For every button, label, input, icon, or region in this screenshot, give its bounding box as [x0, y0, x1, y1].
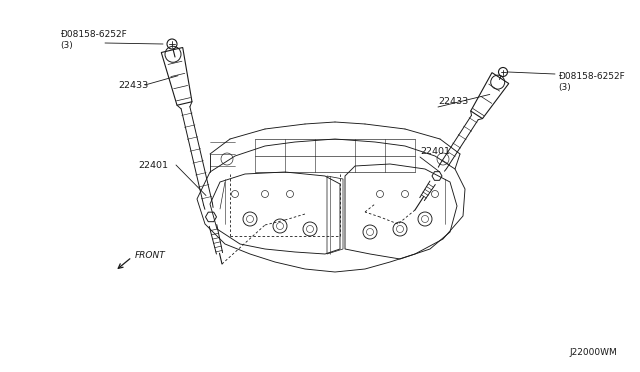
Text: FRONT: FRONT — [135, 250, 166, 260]
Text: Ð08158-6252F
(3): Ð08158-6252F (3) — [558, 72, 625, 92]
Text: Ð08158-6252F
(3): Ð08158-6252F (3) — [60, 30, 127, 50]
Text: 22433: 22433 — [118, 80, 148, 90]
Text: 22401: 22401 — [420, 148, 450, 157]
Text: 22401: 22401 — [138, 160, 168, 170]
Text: 22433: 22433 — [438, 96, 468, 106]
Text: J22000WM: J22000WM — [569, 348, 617, 357]
